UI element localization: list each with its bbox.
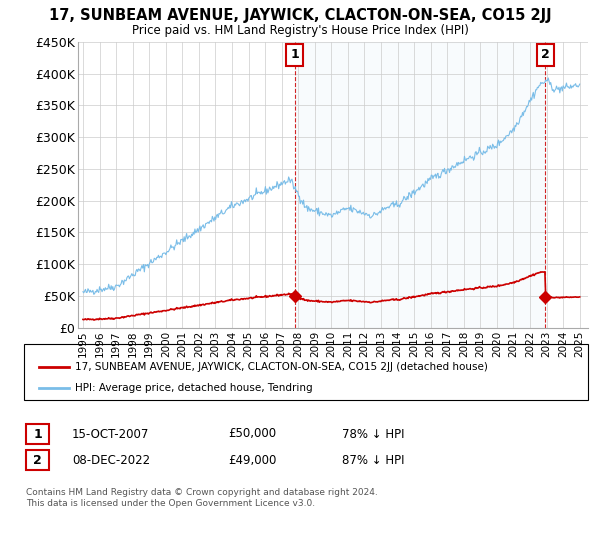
Text: 08-DEC-2022: 08-DEC-2022 [72,454,150,467]
Text: £49,000: £49,000 [228,454,277,467]
Text: 1: 1 [34,427,42,441]
Text: Contains HM Land Registry data © Crown copyright and database right 2024.
This d: Contains HM Land Registry data © Crown c… [26,488,378,508]
Text: HPI: Average price, detached house, Tendring: HPI: Average price, detached house, Tend… [75,383,313,393]
Text: 2: 2 [541,48,550,61]
Bar [295,42,545,328]
Text: 2: 2 [34,454,42,467]
Text: 1: 1 [290,48,299,61]
Text: Price paid vs. HM Land Registry's House Price Index (HPI): Price paid vs. HM Land Registry's House … [131,24,469,36]
Text: 15-OCT-2007: 15-OCT-2007 [72,427,149,441]
Text: £50,000: £50,000 [228,427,276,441]
Text: 78% ↓ HPI: 78% ↓ HPI [342,427,404,441]
Text: 17, SUNBEAM AVENUE, JAYWICK, CLACTON-ON-SEA, CO15 2JJ: 17, SUNBEAM AVENUE, JAYWICK, CLACTON-ON-… [49,8,551,24]
Text: 87% ↓ HPI: 87% ↓ HPI [342,454,404,467]
Text: 17, SUNBEAM AVENUE, JAYWICK, CLACTON-ON-SEA, CO15 2JJ (detached house): 17, SUNBEAM AVENUE, JAYWICK, CLACTON-ON-… [75,362,488,372]
